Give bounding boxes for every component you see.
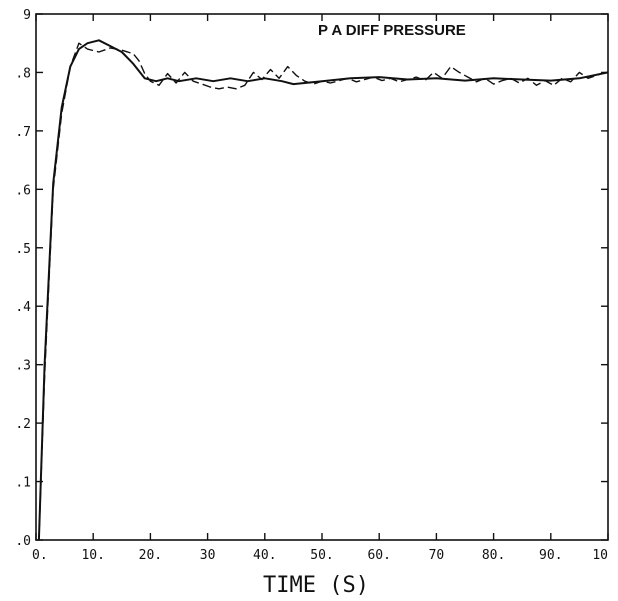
x-tick-label: 70 bbox=[429, 548, 445, 563]
y-tick-label: .8 bbox=[15, 66, 31, 81]
y-tick-label: .3 bbox=[15, 359, 31, 374]
y-tick-label: .5 bbox=[15, 242, 31, 257]
y-tick-label: .6 bbox=[15, 183, 31, 198]
dashed-series-line bbox=[38, 42, 606, 541]
y-tick-label: .4 bbox=[15, 300, 31, 315]
data-series bbox=[37, 39, 609, 541]
x-tick-label: 10 bbox=[592, 548, 608, 563]
y-tick-label: .0 bbox=[15, 534, 31, 549]
y-tick-label: .1 bbox=[15, 476, 31, 491]
x-tick-label: 60. bbox=[367, 548, 390, 563]
x-axis-label: TIME (S) bbox=[263, 573, 369, 598]
y-axis: .0 .1 .2 .3 .4 .5 .6 .7 .8 9 bbox=[15, 8, 608, 549]
x-tick-label: 20. bbox=[139, 548, 162, 563]
y-tick-label: 9 bbox=[23, 8, 31, 23]
x-tick-label: 10. bbox=[81, 548, 104, 563]
solid-series-line bbox=[37, 39, 609, 541]
y-tick-label: .2 bbox=[15, 417, 31, 432]
y-tick-label: .7 bbox=[15, 125, 31, 140]
x-tick-label: 50. bbox=[310, 548, 333, 563]
x-tick-label: 80. bbox=[482, 548, 505, 563]
chart-title: P A DIFF PRESSURE bbox=[318, 22, 466, 39]
plot-frame bbox=[35, 13, 609, 541]
x-tick-label: 30 bbox=[200, 548, 216, 563]
x-tick-label: 0. bbox=[32, 548, 48, 563]
x-axis: 0. 10. 20. 30 40. 50. 60. 70 80. 90. 10 bbox=[32, 14, 609, 563]
x-tick-label: 90. bbox=[539, 548, 562, 563]
x-tick-label: 40. bbox=[253, 548, 276, 563]
